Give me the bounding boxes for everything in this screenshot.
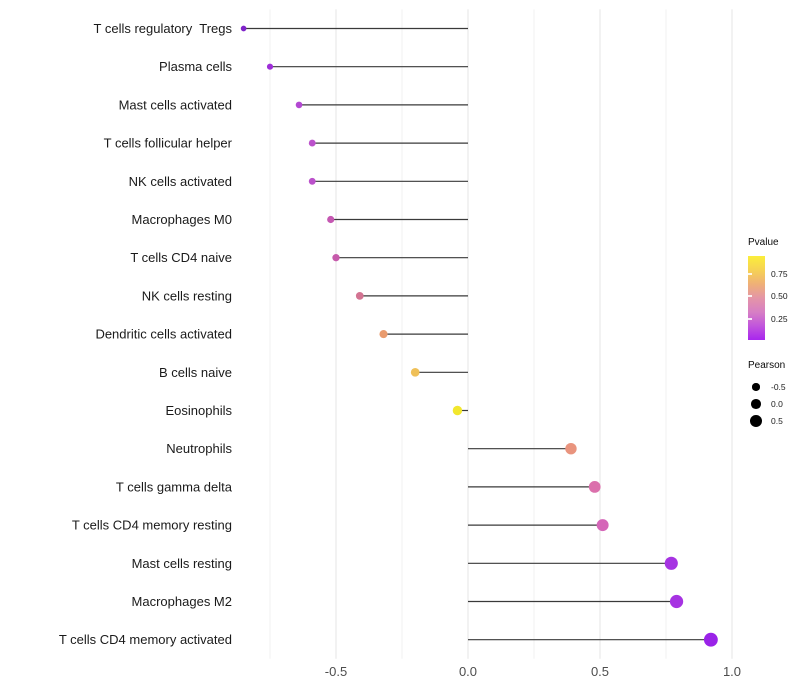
- lollipop-dot: [565, 443, 577, 455]
- lollipop-dot: [379, 330, 388, 339]
- x-axis-tick-label: 0.5: [591, 664, 609, 679]
- y-axis-label: Mast cells activated: [119, 97, 232, 112]
- y-axis-label: Macrophages M0: [132, 212, 232, 227]
- y-axis-label: T cells regulatory Tregs: [94, 21, 233, 36]
- lollipop-dot: [295, 101, 303, 109]
- lollipop-dot: [669, 594, 684, 609]
- y-axis-label: Eosinophils: [166, 403, 233, 418]
- x-axis-tick-label: 1.0: [723, 664, 741, 679]
- pearson-size-label: -0.5: [771, 382, 786, 392]
- y-axis-label: Macrophages M2: [132, 594, 232, 609]
- lollipop-dot: [266, 63, 274, 70]
- pvalue-tick-label: 0.75: [771, 269, 788, 279]
- lollipop-dot: [664, 556, 678, 570]
- y-axis-label: T cells CD4 memory activated: [59, 632, 232, 647]
- legend-pearson-title: Pearson: [748, 360, 786, 371]
- lollipop-dot: [308, 139, 316, 147]
- pearson-size-dot: [750, 415, 762, 427]
- pvalue-gradient-notch: [748, 273, 752, 275]
- y-axis-label: NK cells activated: [129, 174, 232, 189]
- y-axis-label: T cells CD4 naive: [130, 250, 232, 265]
- lollipop-dot: [240, 25, 247, 32]
- pvalue-gradient-bar: [748, 256, 765, 340]
- lollipop-dot: [410, 367, 420, 377]
- x-axis-tick-label: -0.5: [325, 664, 347, 679]
- lollipop-dot: [452, 405, 463, 416]
- pearson-size-label: 0.5: [771, 416, 783, 426]
- x-axis-tick-label: 0.0: [459, 664, 477, 679]
- lollipop-dot: [588, 481, 601, 493]
- lollipop-dot: [596, 519, 609, 532]
- pvalue-tick-label: 0.25: [771, 314, 788, 324]
- lollipop-dot: [308, 177, 316, 185]
- y-axis-label: NK cells resting: [142, 288, 232, 303]
- lollipop-dot: [355, 292, 364, 300]
- y-axis-label: Neutrophils: [166, 441, 232, 456]
- pvalue-tick-label: 0.50: [771, 291, 788, 301]
- pvalue-gradient-notch: [748, 295, 752, 297]
- y-axis-label: T cells follicular helper: [104, 136, 233, 151]
- legend-pvalue-title: Pvalue: [748, 237, 779, 248]
- lollipop-dot: [327, 215, 335, 224]
- y-axis-label: Mast cells resting: [132, 556, 232, 571]
- lollipop-dot: [703, 632, 718, 647]
- pvalue-gradient-notch: [748, 318, 752, 320]
- pearson-size-label: 0.0: [771, 399, 783, 409]
- y-axis-label: B cells naive: [159, 365, 232, 380]
- pearson-size-dot: [751, 399, 761, 409]
- lollipop-dot: [332, 254, 340, 262]
- y-axis-label: Dendritic cells activated: [95, 327, 232, 342]
- y-axis-label: T cells CD4 memory resting: [72, 518, 232, 533]
- y-axis-label: T cells gamma delta: [116, 479, 233, 494]
- pearson-size-dot: [752, 383, 760, 391]
- y-axis-label: Plasma cells: [159, 59, 232, 74]
